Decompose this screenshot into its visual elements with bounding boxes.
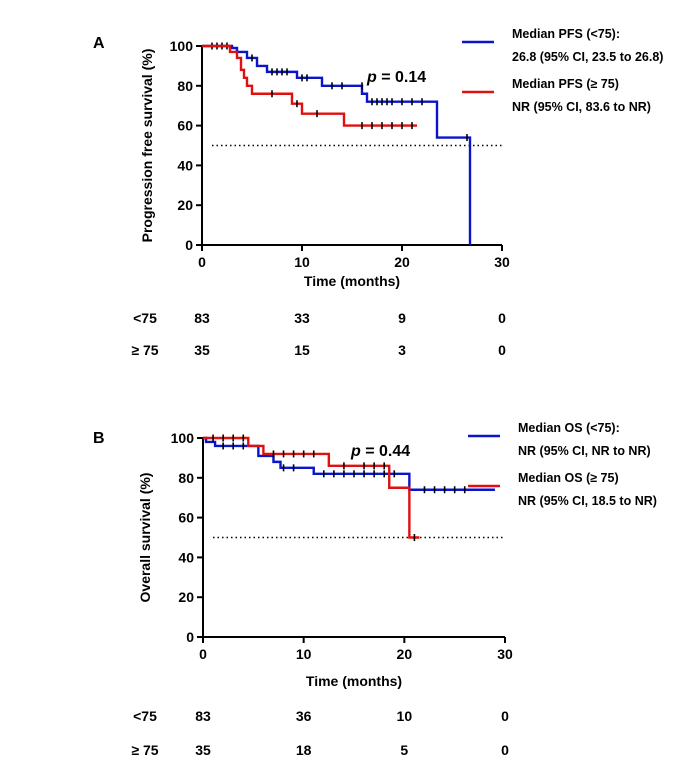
risk-row-label: ≥ 75 (131, 742, 158, 758)
risk-row-label: <75 (133, 708, 157, 724)
p-value-number: = 0.44 (361, 443, 410, 460)
panel-letter: A (93, 35, 105, 52)
x-tick-label: 30 (497, 646, 513, 662)
y-tick-label: 80 (178, 470, 194, 486)
y-tick-label: 100 (170, 38, 194, 54)
risk-count: 3 (398, 342, 406, 358)
risk-count: 36 (296, 708, 312, 724)
y-tick-label: 60 (178, 510, 194, 526)
risk-count: 0 (501, 742, 509, 758)
y-tick-label: 60 (177, 118, 193, 134)
legend-label: Median PFS (<75): (512, 27, 620, 41)
risk-count: 83 (195, 708, 211, 724)
risk-count: 9 (398, 310, 406, 326)
y-tick-label: 20 (177, 197, 193, 213)
risk-count: 5 (400, 742, 408, 758)
p-value: p = 0.44 (350, 443, 410, 460)
y-tick-label: 40 (178, 549, 194, 565)
x-tick-label: 10 (294, 254, 310, 270)
risk-count: 10 (397, 708, 413, 724)
survival-curve-75-and-over (202, 44, 417, 127)
y-tick-label: 80 (177, 78, 193, 94)
survival-curve-75-and-over (203, 436, 420, 539)
legend-label: Median OS (<75): (518, 421, 620, 435)
x-tick-label: 0 (199, 646, 207, 662)
legend-ci: 26.8 (95% CI, 23.5 to 26.8) (512, 50, 663, 64)
risk-count: 0 (498, 342, 506, 358)
risk-count: 0 (498, 310, 506, 326)
risk-count: 0 (501, 708, 509, 724)
risk-count: 35 (195, 742, 211, 758)
p-value-symbol: p (366, 69, 377, 86)
x-tick-label: 20 (397, 646, 413, 662)
y-tick-label: 20 (178, 589, 194, 605)
p-value: p = 0.14 (366, 69, 426, 86)
x-axis-title: Time (months) (304, 273, 400, 289)
x-tick-label: 0 (198, 254, 206, 270)
legend-label: Median OS (≥ 75) (518, 471, 619, 485)
x-axis-title: Time (months) (306, 673, 402, 689)
p-value-number: = 0.14 (377, 69, 426, 86)
y-tick-label: 40 (177, 157, 193, 173)
legend-ci: NR (95% CI, 83.6 to NR) (512, 100, 651, 114)
y-tick-label: 100 (171, 430, 195, 446)
x-tick-label: 10 (296, 646, 312, 662)
survival-curve-under-75 (203, 436, 495, 491)
y-tick-label: 0 (186, 629, 194, 645)
legend-label: Median PFS (≥ 75) (512, 77, 619, 91)
risk-row-label: ≥ 75 (131, 342, 158, 358)
risk-count: 18 (296, 742, 312, 758)
risk-count: 35 (194, 342, 210, 358)
y-axis-title: Progression free survival (%) (139, 49, 155, 243)
legend-ci: NR (95% CI, 18.5 to NR) (518, 494, 657, 508)
risk-row-label: <75 (133, 310, 157, 326)
panel-letter: B (93, 430, 105, 447)
legend-ci: NR (95% CI, NR to NR) (518, 444, 651, 458)
x-tick-label: 20 (394, 254, 410, 270)
y-tick-label: 0 (185, 237, 193, 253)
x-tick-label: 30 (494, 254, 510, 270)
risk-count: 83 (194, 310, 210, 326)
p-value-symbol: p (350, 443, 361, 460)
y-axis-title: Overall survival (%) (137, 473, 153, 603)
survival-curve-under-75 (202, 44, 472, 245)
risk-count: 15 (294, 342, 310, 358)
risk-count: 33 (294, 310, 310, 326)
